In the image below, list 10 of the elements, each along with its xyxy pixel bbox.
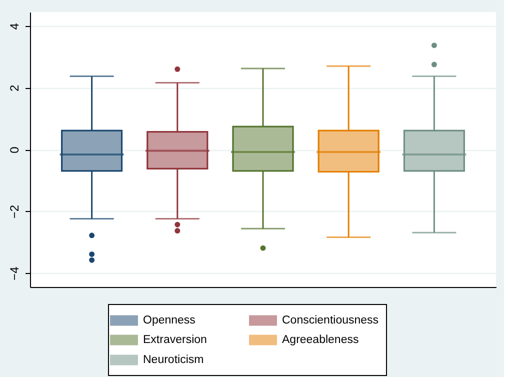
y-tick-label: 0 xyxy=(8,146,22,154)
y-tick-label: −4 xyxy=(8,266,22,280)
legend-label: Extraversion xyxy=(143,334,207,346)
legend-label: Conscientiousness xyxy=(282,314,379,326)
y-tick-label: 4 xyxy=(8,22,22,30)
legend-label: Agreeableness xyxy=(282,334,359,346)
y-tick-label: 2 xyxy=(8,84,22,92)
legend-label: Neuroticism xyxy=(143,354,204,366)
y-tick-label: −2 xyxy=(8,204,22,219)
legend-label: Openness xyxy=(143,314,196,326)
